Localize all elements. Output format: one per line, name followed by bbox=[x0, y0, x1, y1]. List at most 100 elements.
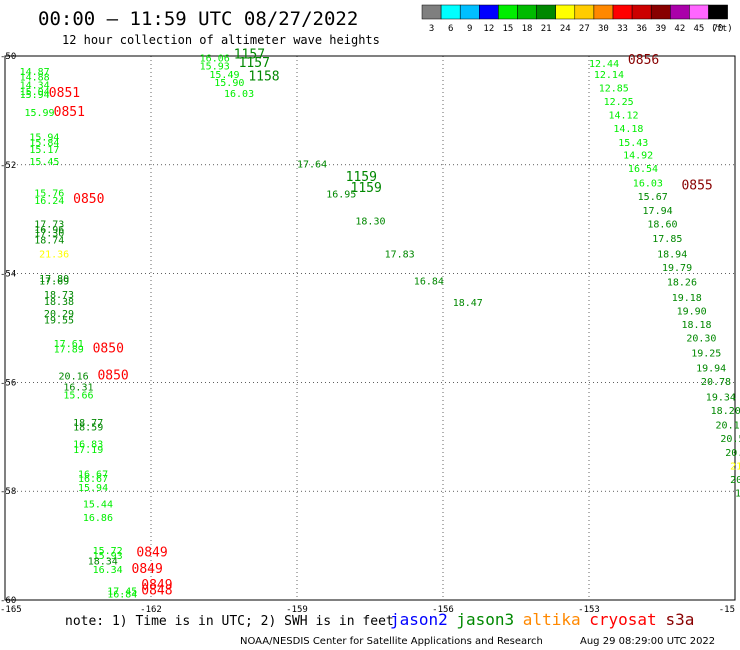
swh-value-label: 21.36 bbox=[39, 249, 69, 260]
legend-tick-label: 70 bbox=[713, 24, 724, 34]
y-tick-label: -54 bbox=[0, 270, 16, 280]
time-label: 1159 bbox=[346, 170, 377, 185]
x-tick-label: -153 bbox=[578, 605, 600, 615]
footer-note: note: 1) Time is in UTC; 2) SWH is in fe… bbox=[65, 614, 394, 629]
swh-value-label: 16.95 bbox=[326, 189, 356, 200]
swh-value-label: 19.25 bbox=[691, 348, 721, 359]
time-label: 0850 bbox=[97, 369, 128, 384]
swh-value-label: 15.44 bbox=[83, 500, 113, 511]
swh-value-label: 16.84 bbox=[414, 276, 444, 287]
swh-value-label: 20.64 bbox=[725, 448, 740, 459]
swh-value-label: 19.55 bbox=[44, 316, 74, 327]
time-label: 0849 bbox=[132, 562, 163, 577]
swh-value-label: 20.78 bbox=[701, 377, 731, 388]
swh-value-label: 15.99 bbox=[24, 108, 54, 119]
swh-value-label: 15.17 bbox=[29, 145, 59, 156]
swh-value-label: 20.6 bbox=[730, 475, 740, 486]
swh-value-label: 14.12 bbox=[608, 111, 638, 122]
legend-tick-label: 18 bbox=[522, 24, 533, 34]
data-marks: 14.8714.8814.3415.0415.9415.9915.9415.84… bbox=[20, 53, 740, 600]
legend-swatch bbox=[593, 4, 614, 20]
time-label: 0849 bbox=[136, 545, 167, 560]
swh-value-label: 17.73 bbox=[34, 219, 64, 230]
swh-value-label: 15.67 bbox=[638, 192, 668, 203]
swh-value-label: 18.18 bbox=[681, 320, 711, 331]
swh-value-label: 15.94 bbox=[20, 90, 50, 101]
swh-value-label: 15.84 bbox=[29, 138, 59, 149]
legend-tick-label: 33 bbox=[617, 24, 628, 34]
legend-swatch bbox=[517, 4, 537, 20]
x-tick-label: -156 bbox=[432, 605, 454, 615]
swh-value-label: 15.66 bbox=[63, 391, 93, 402]
time-label: 1158 bbox=[248, 69, 279, 84]
satellite-name: altika bbox=[523, 610, 581, 629]
time-label: 0851 bbox=[49, 86, 80, 101]
time-label: 0850 bbox=[73, 192, 104, 207]
legend-unit: (ft) bbox=[711, 24, 733, 34]
swh-value-label: 17.94 bbox=[643, 206, 673, 217]
timestamp-text: Aug 29 08:29:00 UTC 2022 bbox=[580, 636, 715, 647]
swh-value-label: 15.94 bbox=[29, 132, 59, 143]
x-tick-label: -15 bbox=[719, 605, 735, 615]
legend-tick-label: 9 bbox=[467, 24, 472, 34]
legend-tick-label: 3 bbox=[429, 24, 434, 34]
swh-value-label: 15.94 bbox=[78, 483, 108, 494]
plot-area bbox=[4, 55, 736, 601]
swh-value-label: 20.30 bbox=[686, 334, 716, 345]
swh-value-label: 12.14 bbox=[594, 70, 624, 81]
swh-value-label: 14.92 bbox=[623, 150, 653, 161]
legend-swatch bbox=[689, 4, 709, 20]
swh-value-label: 12.25 bbox=[604, 97, 634, 108]
y-tick-label: -50 bbox=[0, 52, 16, 62]
legend-swatch bbox=[631, 4, 652, 20]
legend-tick-label: 42 bbox=[674, 24, 685, 34]
time-labels: 0851085108500850085008490849084908481157… bbox=[49, 48, 713, 599]
swh-value-label: 15.72 bbox=[93, 546, 123, 557]
satellite-name: jason2 bbox=[390, 610, 448, 629]
legend-swatch bbox=[555, 4, 576, 20]
swh-value-label: 18.38 bbox=[44, 297, 74, 308]
swh-value-label: 19.18 bbox=[672, 293, 702, 304]
swh-value-label: 19.34 bbox=[706, 392, 736, 403]
legend-swatch bbox=[459, 4, 480, 20]
swh-value-label: 21.3 bbox=[730, 461, 740, 472]
swh-value-label: 18.34 bbox=[88, 557, 118, 568]
page-title: 00:00 – 11:59 UTC 08/27/2022 bbox=[38, 8, 358, 30]
swh-value-label: 15.93 bbox=[200, 62, 230, 73]
legend-swatch bbox=[670, 4, 690, 20]
legend-swatch bbox=[498, 4, 518, 20]
grid-lines bbox=[4, 55, 736, 601]
swh-value-label: 14.34 bbox=[20, 81, 50, 92]
swh-value-label: 17.89 bbox=[54, 344, 84, 355]
swh-value-label: 12.85 bbox=[599, 83, 629, 94]
swh-value-label: 15.04 bbox=[20, 87, 50, 98]
time-label: 0855 bbox=[681, 178, 712, 193]
time-label: 0849 bbox=[141, 578, 172, 593]
satellite-name: s3a bbox=[666, 610, 695, 629]
swh-value-label: 16.24 bbox=[34, 196, 64, 207]
swh-value-label: 15.76 bbox=[34, 188, 64, 199]
swh-value-label: 20.54 bbox=[720, 434, 740, 445]
swh-value-label: 15.93 bbox=[93, 551, 123, 562]
time-label: 1159 bbox=[351, 181, 382, 196]
swh-value-label: 15.49 bbox=[209, 70, 239, 81]
y-tick-label: -56 bbox=[0, 378, 16, 388]
axis-ticks: -165 -162 -159 -156 -153 -15 -50 -52 -54 -56 -58 -6… bbox=[0, 52, 735, 615]
legend-tick-label: 6 bbox=[448, 24, 453, 34]
legend-tick-label: 21 bbox=[541, 24, 552, 34]
swh-value-label: 20.29 bbox=[44, 309, 74, 320]
swh-value-label: 18.26 bbox=[667, 278, 697, 289]
x-tick-label: -162 bbox=[140, 605, 162, 615]
swh-value-label: 15.43 bbox=[618, 138, 648, 149]
color-legend: 3 6 9 12 15 18 21 24 27 30 33 36 39 42 45 70 bbox=[421, 4, 728, 34]
swh-value-label: 19.94 bbox=[696, 364, 726, 375]
legend-tick-label: 36 bbox=[636, 24, 647, 34]
swh-value-label: 16.67 bbox=[78, 474, 108, 485]
swh-value-label: 17.61 bbox=[54, 339, 84, 350]
swh-value-label: 17.83 bbox=[385, 249, 415, 260]
time-label: 0848 bbox=[141, 584, 172, 599]
swh-value-label: 16.03 bbox=[224, 89, 254, 100]
legend-swatch bbox=[440, 4, 461, 20]
swh-value-label: 16.67 bbox=[78, 470, 108, 481]
